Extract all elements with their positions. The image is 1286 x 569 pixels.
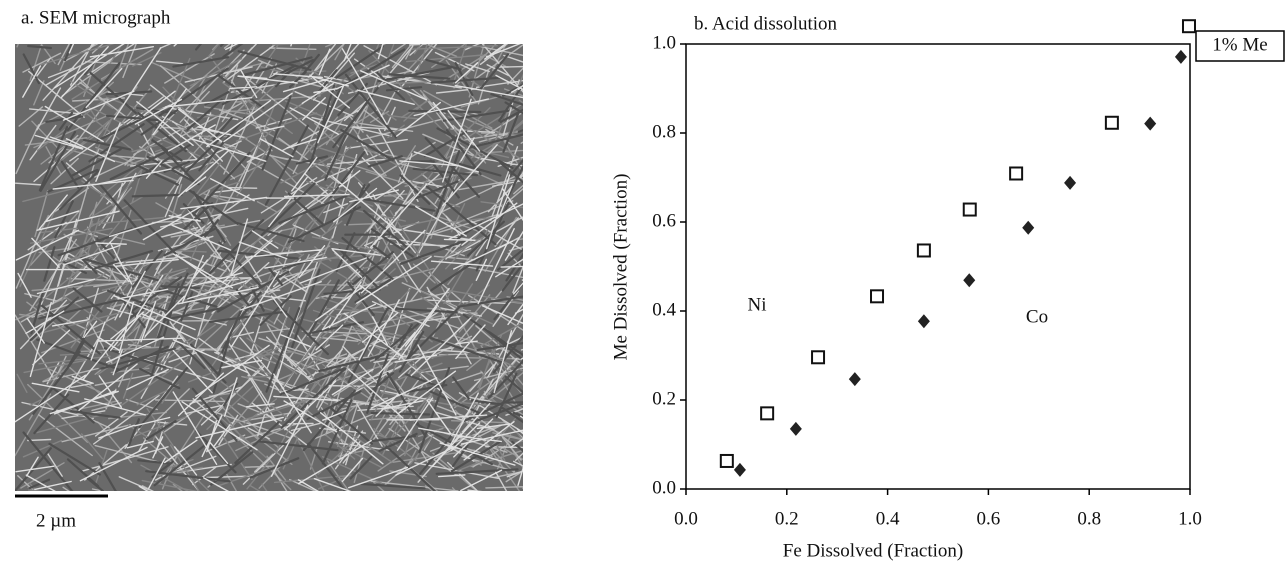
point bbox=[1104, 115, 1119, 130]
fiber-strokes bbox=[15, 44, 523, 491]
point bbox=[1181, 19, 1196, 34]
point bbox=[760, 406, 775, 421]
fiber-strokes bbox=[15, 44, 523, 491]
x-tick-label: 0.0 bbox=[674, 508, 698, 529]
point bbox=[719, 453, 734, 468]
y-tick-label: 0.0 bbox=[652, 477, 676, 498]
x-tick-label: 0.6 bbox=[977, 508, 1001, 529]
point bbox=[1144, 116, 1157, 131]
x-tick-label: 1.0 bbox=[1178, 508, 1202, 529]
y-tick-label: 0.2 bbox=[652, 388, 676, 409]
panel-title: a. SEM micrograph bbox=[21, 7, 171, 28]
plot-frame bbox=[685, 43, 1191, 490]
point bbox=[789, 421, 802, 436]
y-tick-label: 0.8 bbox=[652, 121, 676, 142]
point bbox=[848, 372, 861, 387]
annotation: 1% Me bbox=[1212, 34, 1267, 55]
point bbox=[1174, 49, 1187, 64]
point bbox=[916, 243, 931, 258]
scale-label: 2 µm bbox=[36, 510, 76, 531]
y-tick-label: 1.0 bbox=[652, 32, 676, 53]
series-label: Ni bbox=[748, 294, 767, 315]
point bbox=[870, 289, 885, 304]
x-tick-label: 0.4 bbox=[876, 508, 900, 529]
point bbox=[1009, 166, 1024, 181]
point bbox=[811, 350, 826, 365]
point bbox=[1022, 220, 1035, 235]
x-tick-label: 0.8 bbox=[1077, 508, 1101, 529]
point bbox=[1064, 175, 1077, 190]
series-label: Co bbox=[1026, 306, 1048, 327]
y-tick-label: 0.6 bbox=[652, 210, 676, 231]
x-tick-label: 0.2 bbox=[775, 508, 799, 529]
chart-title: b. Acid dissolution bbox=[694, 13, 838, 34]
annotation-box bbox=[1195, 30, 1285, 62]
point bbox=[733, 462, 746, 477]
point bbox=[917, 314, 930, 329]
point bbox=[963, 273, 976, 288]
point bbox=[962, 202, 977, 217]
micrograph-texture bbox=[15, 44, 523, 491]
x-axis-label: Fe Dissolved (Fraction) bbox=[783, 540, 963, 561]
y-axis-label: Me Dissolved (Fraction) bbox=[610, 174, 631, 361]
y-tick-label: 0.4 bbox=[652, 299, 676, 320]
